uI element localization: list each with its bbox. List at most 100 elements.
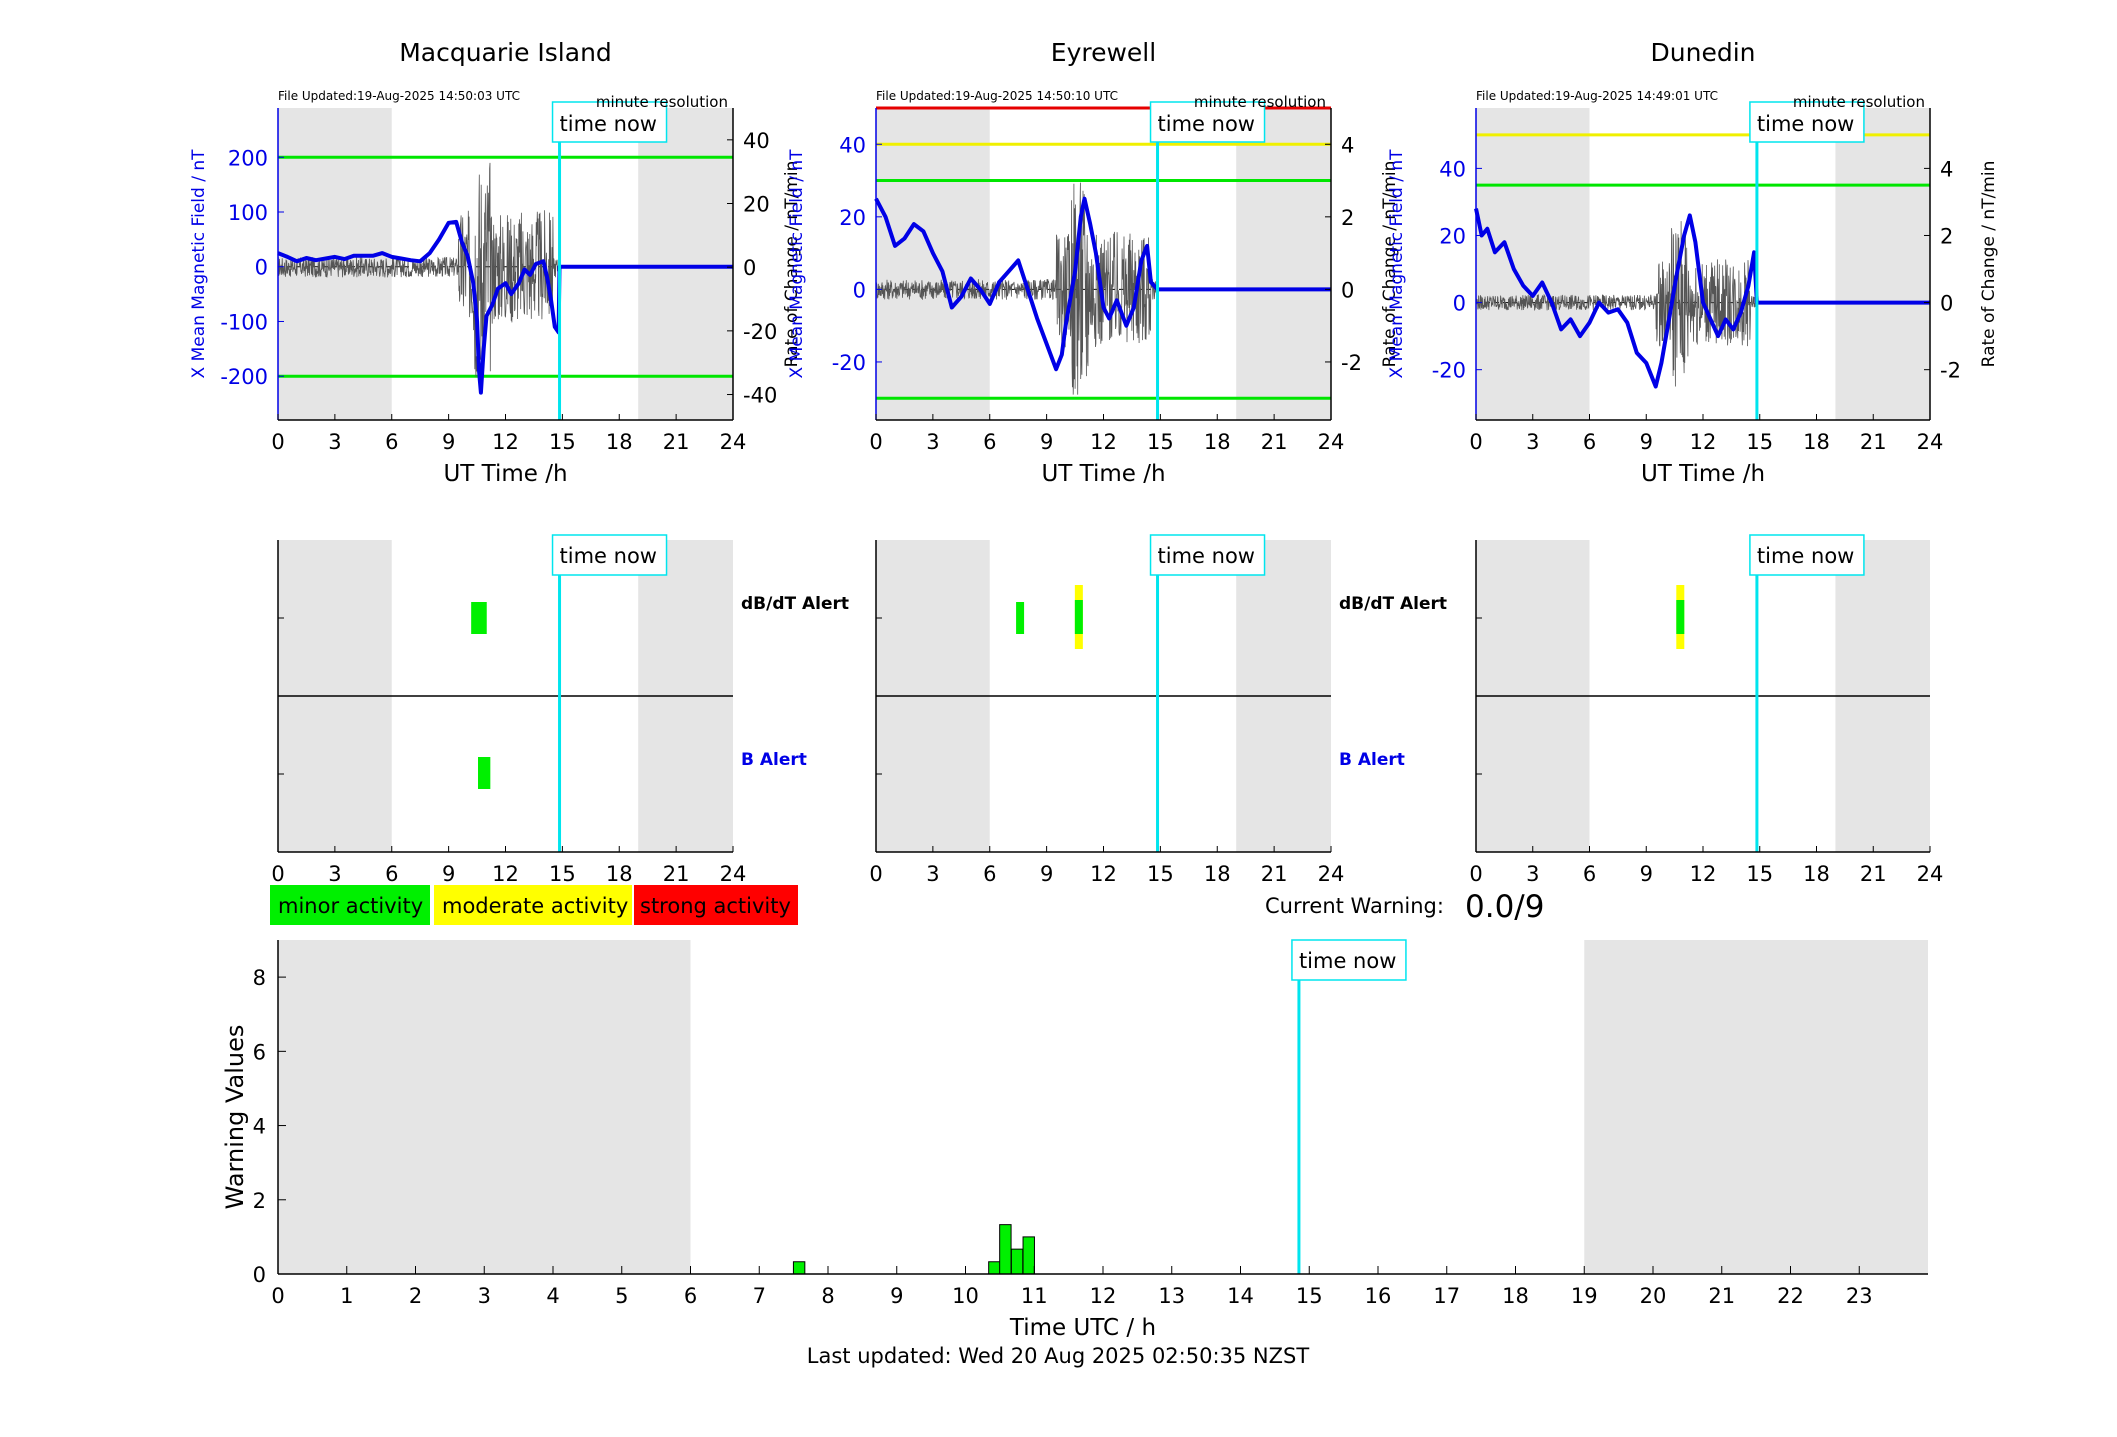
- y-left-tick-label: 20: [839, 206, 866, 230]
- station-alert-panels: time now 0 3 6 9 12 15 18 21 24 dB/dT Alert B Alert…: [271, 534, 1944, 886]
- time-now-label: time now: [1299, 949, 1396, 973]
- x-tick-label: 6: [385, 862, 398, 886]
- time-now-box: [551, 101, 668, 143]
- alert-panel-0: time now 0 3 6 9 12 15 18 21 24 dB/dT Alert B Alert: [271, 534, 849, 886]
- b-alert-label: B Alert: [1339, 750, 1405, 770]
- dbdt-alert-label: dB/dT Alert: [741, 594, 849, 614]
- time-now-box: [1291, 939, 1407, 981]
- resolution-label: minute resolution: [596, 93, 728, 111]
- x-tick-label: 23: [1846, 1284, 1873, 1308]
- y-right-tick-label: -2: [1940, 359, 1961, 383]
- night-shading-0: [278, 940, 691, 1274]
- x-tick-label: 12: [1690, 862, 1717, 886]
- x-tick-label: 24: [1318, 430, 1345, 454]
- x-tick-label: 21: [663, 862, 690, 886]
- legend-minor-swatch: [270, 885, 430, 925]
- x-tick-label: 0: [869, 430, 882, 454]
- y-tick-label: 8: [253, 966, 266, 990]
- file-updated-label: File Updated:19-Aug-2025 14:49:01 UTC: [1476, 89, 1718, 103]
- warning-bar: [1010, 1248, 1024, 1275]
- x-tick-label: 13: [1158, 1284, 1185, 1308]
- y-tick-label: 4: [253, 1115, 266, 1139]
- time-now-box: [551, 534, 668, 576]
- alert-panel-2: time now 0 3 6 9 12 15 18 21 24: [1469, 534, 1944, 886]
- x-tick-label: 17: [1433, 1284, 1460, 1308]
- y-left-tick-label: 40: [1439, 157, 1466, 181]
- x-tick-label: 22: [1777, 1284, 1804, 1308]
- x-tick-label: 1: [340, 1284, 353, 1308]
- field-series-line-0: [277, 219, 733, 395]
- y-tick-label: 2: [253, 1189, 266, 1213]
- x-tick-label: 15: [1147, 862, 1174, 886]
- x-tick-label: 4: [546, 1284, 559, 1308]
- x-axis-label: UT Time /h: [443, 461, 567, 487]
- x-tick-label: 0: [1469, 862, 1482, 886]
- x-tick-label: 15: [549, 862, 576, 886]
- night-shading-1: [1584, 940, 1928, 1274]
- file-updated-label: File Updated:19-Aug-2025 14:50:10 UTC: [876, 89, 1118, 103]
- x-tick-label: 24: [1917, 430, 1944, 454]
- x-tick-label: 18: [1204, 430, 1231, 454]
- x-tick-label: 14: [1227, 1284, 1254, 1308]
- x-tick-label: 15: [549, 430, 576, 454]
- y-right-axis-label: Rate of Change / nT/min: [1979, 161, 1999, 368]
- time-now-box: [1749, 101, 1865, 143]
- time-now-label: time now: [1158, 112, 1255, 136]
- x-tick-label: 9: [1040, 430, 1053, 454]
- x-tick-label: 9: [1640, 862, 1653, 886]
- x-tick-label: 0: [271, 430, 284, 454]
- x-axis-label: UT Time /h: [1641, 461, 1765, 487]
- x-tick-label: 16: [1365, 1284, 1392, 1308]
- x-tick-label: 24: [1917, 862, 1944, 886]
- y-left-tick-label: -20: [832, 351, 866, 375]
- x-tick-label: 18: [1803, 430, 1830, 454]
- y-tick-label: 0: [253, 1263, 266, 1287]
- dbdt-alert-bar-minor: [478, 602, 487, 634]
- warning-bar: [1022, 1236, 1035, 1275]
- station-title: Eyrewell: [1051, 38, 1156, 67]
- file-updated-label: File Updated:19-Aug-2025 14:50:03 UTC: [278, 89, 520, 103]
- rate-of-change-trace: [875, 182, 1158, 395]
- y-right-axis-label: Rate of Change / nT/min: [782, 161, 802, 368]
- y-right-tick-label: 4: [1341, 133, 1354, 157]
- x-tick-label: 12: [1090, 430, 1117, 454]
- current-warning: Current Warning: 0.0/9: [1265, 889, 1544, 925]
- y-right-tick-label: 0: [1341, 278, 1354, 302]
- x-tick-label: 21: [663, 430, 690, 454]
- y-left-axis-label: X Mean Magnetic Field / nT: [189, 149, 209, 379]
- y-right-tick-label: 20: [743, 193, 770, 217]
- time-now-label: time now: [1158, 544, 1255, 568]
- night-shading-1: [1236, 108, 1331, 420]
- y-axis-label: Warning Values: [221, 1025, 249, 1210]
- alert-panel-1: time now 0 3 6 9 12 15 18 21 24 dB/dT Alert B Alert: [869, 534, 1447, 886]
- legend-moderate-label: moderate activity: [442, 894, 628, 918]
- last-updated-footer: Last updated: Wed 20 Aug 2025 02:50:35 N…: [807, 1344, 1310, 1368]
- x-tick-label: 9: [1040, 862, 1053, 886]
- x-tick-label: 18: [1502, 1284, 1529, 1308]
- x-tick-label: 21: [1261, 862, 1288, 886]
- x-tick-label: 2: [409, 1284, 422, 1308]
- y-right-tick-label: 40: [743, 129, 770, 153]
- x-tick-label: 3: [926, 430, 939, 454]
- x-tick-label: 0: [869, 862, 882, 886]
- y-left-tick-label: 20: [1439, 224, 1466, 248]
- x-tick-label: 6: [385, 430, 398, 454]
- x-tick-label: 10: [952, 1284, 979, 1308]
- x-tick-label: 18: [1803, 862, 1830, 886]
- x-tick-label: 12: [1090, 1284, 1117, 1308]
- y-right-axis-label: Rate of Change / nT/min: [1380, 161, 1400, 368]
- x-tick-label: 3: [328, 862, 341, 886]
- y-left-tick-label: 200: [228, 146, 268, 170]
- x-tick-label: 12: [492, 430, 519, 454]
- x-tick-label: 24: [720, 430, 747, 454]
- x-tick-label: 21: [1860, 430, 1887, 454]
- x-tick-label: 6: [1583, 862, 1596, 886]
- x-tick-label: 3: [1526, 862, 1539, 886]
- x-tick-label: 18: [1204, 862, 1231, 886]
- time-now-box: [1149, 101, 1266, 143]
- resolution-label: minute resolution: [1793, 93, 1925, 111]
- x-tick-label: 24: [1318, 862, 1345, 886]
- y-tick-label: 6: [253, 1040, 266, 1064]
- night-shading-1: [638, 108, 733, 420]
- x-tick-label: 0: [1469, 430, 1482, 454]
